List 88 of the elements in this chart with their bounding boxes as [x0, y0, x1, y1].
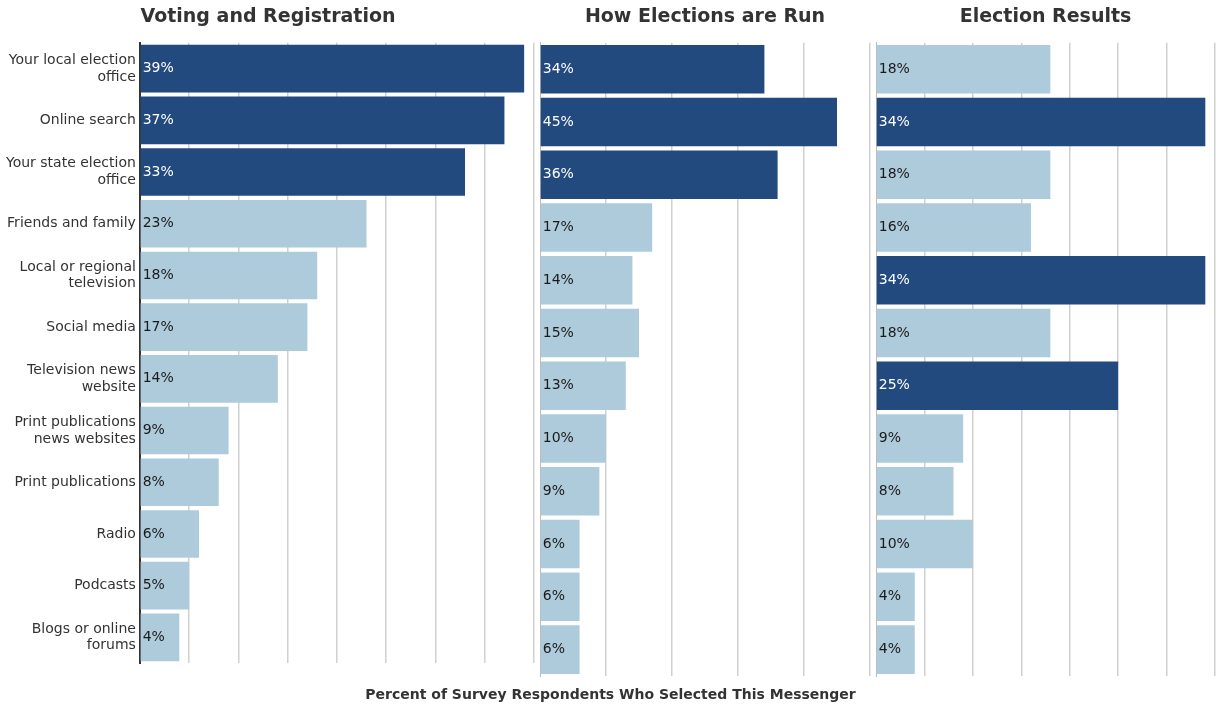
bar: [140, 44, 525, 93]
bar: [876, 44, 1051, 94]
bar: [540, 572, 580, 622]
data-label: 17%: [542, 218, 574, 235]
bar: [876, 414, 964, 463]
bar: [140, 510, 199, 558]
bar: [140, 458, 219, 507]
y-tick-label: Local or regional television: [19, 257, 136, 291]
y-tick-label: Print publications: [14, 472, 136, 489]
data-label: 23%: [142, 214, 174, 231]
bar: [876, 97, 1206, 147]
x-axis-title: Percent of Survey Respondents Who Selected This Messenger: [364, 686, 857, 702]
data-label: 8%: [142, 472, 165, 489]
y-tick-label: Your state election office: [4, 154, 136, 188]
data-label: 4%: [878, 640, 901, 657]
data-label: 34%: [542, 59, 574, 76]
bar: [876, 625, 915, 674]
bar: [540, 467, 600, 516]
bar: [876, 467, 954, 516]
data-label: 9%: [142, 421, 165, 438]
y-tick-label: Blogs or online forums: [31, 619, 136, 653]
y-tick-label: Your local election office: [7, 50, 136, 84]
data-label: 8%: [878, 481, 901, 498]
data-label: 18%: [142, 266, 174, 283]
bar: [540, 203, 653, 252]
bar: [140, 613, 180, 662]
data-label: 36%: [542, 165, 574, 182]
data-label: 6%: [542, 534, 565, 551]
y-tick-label: Radio: [96, 524, 136, 541]
data-label: 18%: [878, 165, 910, 182]
data-label: 45%: [542, 112, 574, 129]
bar: [540, 308, 639, 358]
y-tick-label: Friends and family: [7, 214, 136, 231]
y-tick-label: Online search: [39, 110, 136, 127]
data-label: 37%: [142, 110, 174, 127]
data-label: 15%: [542, 323, 574, 340]
bar: [140, 96, 505, 145]
data-label: 18%: [878, 323, 910, 340]
data-label: 9%: [542, 481, 565, 498]
data-label: 16%: [878, 218, 910, 235]
data-label: 34%: [878, 270, 910, 287]
bar: [540, 414, 606, 463]
data-label: 17%: [142, 317, 174, 334]
bar: [540, 150, 778, 199]
bar: [540, 361, 626, 411]
data-label: 39%: [142, 59, 174, 76]
bar: [876, 150, 1051, 199]
bar: [540, 255, 633, 305]
chart-title: Election Results: [959, 4, 1132, 27]
bar: [876, 203, 1031, 252]
y-tick-label: Print publications news websites: [14, 412, 136, 446]
bar: [540, 97, 837, 147]
bar: [140, 251, 318, 300]
data-label: 14%: [142, 369, 174, 386]
bar: [140, 199, 367, 248]
y-tick-label: Podcasts: [74, 576, 136, 593]
y-tick-label: Television news website: [26, 361, 136, 394]
data-label: 10%: [878, 534, 910, 551]
bar: [140, 406, 229, 455]
data-label: 5%: [142, 576, 165, 593]
data-label: 18%: [878, 59, 910, 76]
bar: [140, 148, 466, 196]
data-label: 25%: [878, 376, 910, 393]
bar: [540, 519, 580, 569]
data-label: 4%: [878, 587, 901, 604]
data-label: 33%: [142, 162, 174, 179]
bar: [540, 44, 765, 94]
bar: [876, 255, 1206, 305]
y-tick-label: Social media: [46, 317, 136, 334]
data-label: 34%: [878, 112, 910, 129]
data-label: 13%: [542, 376, 574, 393]
bar: [140, 303, 308, 351]
bar: [140, 355, 278, 403]
data-label: 4%: [142, 627, 165, 644]
data-label: 10%: [542, 429, 574, 446]
bar: [540, 625, 580, 674]
data-label: 9%: [878, 429, 901, 446]
data-label: 6%: [542, 587, 565, 604]
data-label: 14%: [542, 270, 574, 287]
bar: [876, 519, 973, 569]
bar: [876, 572, 915, 622]
data-label: 6%: [542, 640, 565, 657]
bar: [876, 308, 1051, 358]
data-label: 6%: [142, 524, 165, 541]
chart-title: How Elections are Run: [584, 4, 826, 27]
chart-title: Voting and Registration: [140, 4, 396, 27]
bar: [876, 361, 1119, 411]
bar: [140, 561, 190, 610]
